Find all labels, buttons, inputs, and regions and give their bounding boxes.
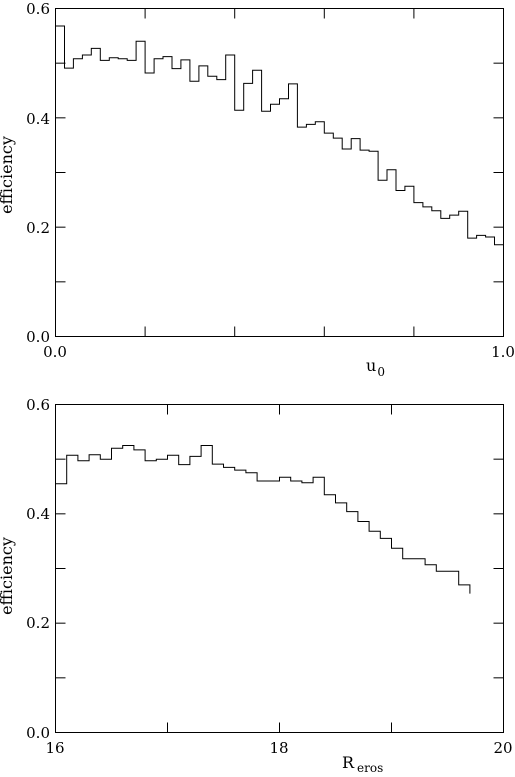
x-tick-label-16: 16: [45, 739, 64, 757]
y-tick-label-0.2: 0.2: [26, 219, 50, 237]
x-axis-label-2-main: R: [342, 753, 355, 772]
histogram-line-1: [55, 25, 504, 246]
y-tick-label-0.6: 0.6: [26, 396, 50, 414]
y-tick-label-0.0: 0.0: [26, 328, 50, 346]
y-axis-label-1: efficiency: [0, 136, 16, 214]
tick-marks-2: [55, 404, 504, 733]
x-tick-label-20: 20: [493, 739, 512, 757]
x-axis-label-2-sub: eros: [357, 761, 383, 775]
tick-marks-1: [55, 8, 504, 337]
chart-panel-efficiency-vs-u0: 0.0 0.2 0.4 0.6 0.0 1.0 efficiency u0: [0, 0, 515, 379]
y-axis-label-2: efficiency: [0, 537, 16, 615]
y-tick-label-0.4: 0.4: [26, 505, 50, 523]
y-tick-label-0.2: 0.2: [26, 614, 50, 632]
x-axis-label-1: u0: [366, 356, 385, 379]
y-tick-label-0.0: 0.0: [26, 724, 50, 742]
x-axis-label-1-sub: 0: [377, 365, 385, 379]
y-tick-label-0.4: 0.4: [26, 110, 50, 128]
plot-frame-1: [55, 8, 504, 337]
x-tick-label-18: 18: [269, 739, 288, 757]
x-tick-label-0.0: 0.0: [43, 343, 67, 361]
x-axis-label-1-main: u: [366, 356, 376, 375]
y-tick-label-0.6: 0.6: [26, 0, 50, 18]
x-tick-label-1.0: 1.0: [491, 343, 515, 361]
histogram-line-2: [55, 445, 471, 594]
